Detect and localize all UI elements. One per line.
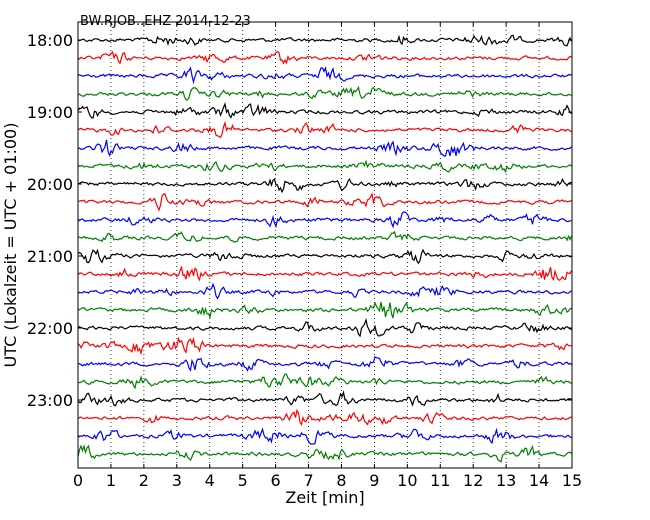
x-tick-label: 9 <box>369 471 379 490</box>
seismic-trace <box>77 355 572 372</box>
y-axis: 18:00 19:00 20:00 21:00 22:00 23:00 <box>27 31 572 410</box>
seismic-trace <box>77 159 572 174</box>
x-tick-label: 15 <box>562 471 582 490</box>
x-tick-label: 14 <box>529 471 549 490</box>
x-axis: 0 1 2 3 4 5 6 7 8 9 10 11 12 13 14 15 <box>73 22 582 490</box>
x-tick-label: 7 <box>303 471 313 490</box>
x-tick-label: 0 <box>73 471 83 490</box>
seismic-trace <box>77 301 572 320</box>
seismic-trace <box>77 101 572 119</box>
seismic-trace <box>77 120 572 139</box>
x-tick-label: 10 <box>397 471 417 490</box>
y-axis-label: UTC (Lokalzeit = UTC + 01:00) <box>1 123 20 368</box>
y-tick-label: 23:00 <box>27 391 73 410</box>
x-tick-label: 4 <box>205 471 215 490</box>
x-tick-label: 11 <box>430 471 450 490</box>
plot-background <box>78 22 572 468</box>
x-tick-label: 3 <box>172 471 182 490</box>
seismic-trace <box>77 85 572 101</box>
chart-title: BW.RJOB..EHZ 2014-12-23 <box>80 14 251 29</box>
x-tick-label: 12 <box>463 471 483 490</box>
seismic-trace <box>77 408 572 426</box>
y-tick-label: 22:00 <box>27 319 73 338</box>
seismic-trace <box>77 444 572 463</box>
seismic-trace <box>77 265 573 282</box>
seismic-trace <box>77 65 572 85</box>
x-tick-label: 5 <box>238 471 248 490</box>
seismic-trace <box>77 317 572 338</box>
y-tick-label: 18:00 <box>27 31 73 50</box>
seismic-trace <box>77 282 572 300</box>
seismic-trace <box>78 192 572 212</box>
seismic-trace <box>77 34 573 47</box>
seismic-trace <box>78 230 573 243</box>
seismic-trace <box>77 336 572 356</box>
x-axis-label: Zeit [min] <box>285 488 364 507</box>
x-tick-label: 13 <box>496 471 516 490</box>
seismic-trace <box>77 248 572 265</box>
seismic-traces <box>77 34 573 463</box>
x-tick-label: 8 <box>336 471 346 490</box>
x-tick-label: 1 <box>106 471 116 490</box>
seismic-trace <box>77 177 572 194</box>
y-tick-label: 19:00 <box>27 103 73 122</box>
x-tick-label: 2 <box>139 471 149 490</box>
seismic-trace <box>77 427 572 445</box>
y-tick-label: 20:00 <box>27 175 73 194</box>
seismic-trace <box>78 139 572 158</box>
x-tick-label: 6 <box>271 471 281 490</box>
seismic-trace <box>77 211 572 229</box>
seismic-trace <box>77 50 572 65</box>
seismic-trace <box>77 390 572 407</box>
plot-frame <box>77 21 573 469</box>
seismic-trace <box>77 373 572 390</box>
y-tick-label: 21:00 <box>27 247 73 266</box>
